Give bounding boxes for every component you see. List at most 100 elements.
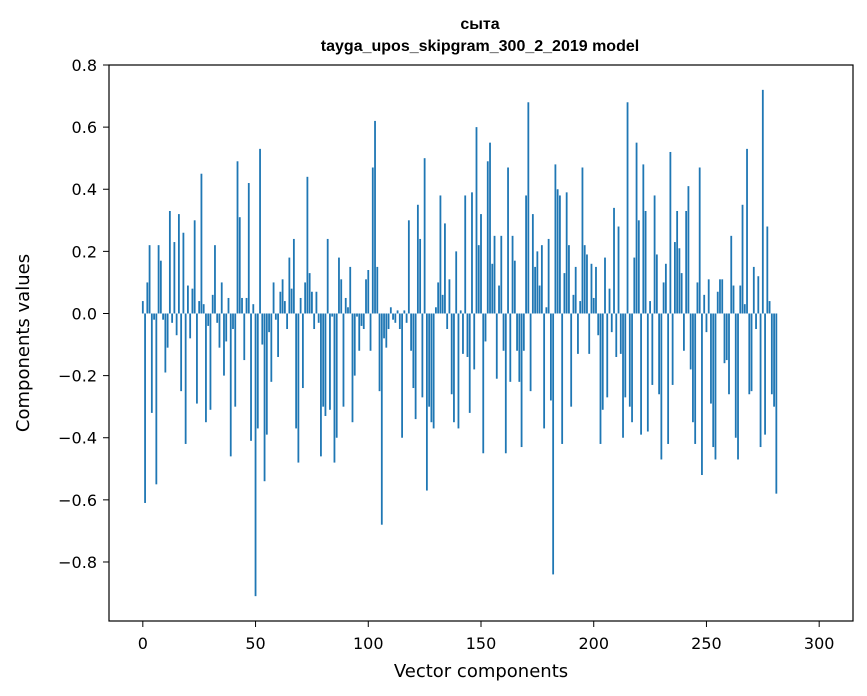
bar-196: [583, 245, 586, 314]
bar-109: [387, 313, 390, 330]
bar-153: [486, 161, 489, 314]
bar-52: [259, 148, 261, 314]
bar-56: [268, 313, 270, 333]
bar-39: [229, 313, 232, 457]
bar-36: [223, 313, 225, 376]
bar-37: [225, 313, 228, 342]
bar-92: [349, 266, 352, 314]
bar-118: [407, 220, 410, 314]
bar-115: [401, 313, 403, 438]
bar-119: [410, 313, 413, 351]
bar-177: [540, 245, 543, 314]
x-tick-label: 0: [138, 634, 148, 653]
x-tick-label: 200: [578, 634, 609, 653]
bar-280: [773, 313, 775, 407]
bar-156: [493, 235, 496, 314]
bar-16: [177, 214, 180, 314]
bar-124: [421, 313, 424, 398]
bar-185: [559, 195, 561, 314]
bar-203: [599, 313, 602, 444]
bar-157: [495, 313, 498, 379]
y-tick-label: 0.4: [72, 180, 97, 199]
bar-60: [277, 313, 279, 357]
bar-135: [446, 313, 449, 330]
x-tick-label: 300: [804, 634, 835, 653]
y-tick-label: 0.6: [72, 118, 97, 137]
bar-216: [628, 313, 631, 407]
bar-171: [527, 102, 530, 314]
y-tick-label: −0.6: [58, 491, 97, 510]
bar-87: [338, 257, 340, 314]
bar-78: [317, 313, 320, 323]
bar-258: [723, 313, 726, 364]
bar-236: [673, 242, 676, 314]
bar-134: [444, 223, 446, 314]
bar-167: [518, 313, 521, 382]
bar-161: [504, 313, 507, 454]
bar-131: [437, 282, 440, 314]
bar-58: [272, 282, 275, 314]
bar-144: [466, 313, 469, 357]
bar-205: [604, 257, 606, 314]
bar-132: [439, 195, 442, 314]
bar-151: [482, 313, 485, 454]
bar-272: [755, 313, 757, 330]
bar-104: [376, 266, 379, 314]
bar-166: [516, 313, 518, 351]
bar-33: [216, 313, 219, 323]
bar-81: [324, 313, 327, 416]
bar-231: [662, 282, 665, 314]
bar-194: [579, 301, 582, 314]
bar-278: [768, 301, 771, 314]
bar-180: [547, 238, 550, 314]
bar-127: [428, 313, 431, 407]
bar-237: [676, 210, 679, 314]
bar-117: [405, 313, 408, 323]
bar-184: [556, 189, 559, 314]
bar-21: [189, 313, 192, 339]
x-tick-label: 150: [466, 634, 497, 653]
bar-248: [701, 313, 703, 476]
bar-94: [353, 313, 356, 376]
bar-240: [683, 313, 685, 351]
bar-11: [166, 313, 169, 348]
bar-133: [441, 294, 444, 314]
bar-6: [155, 313, 158, 485]
bar-130: [435, 307, 437, 314]
bar-247: [698, 167, 701, 314]
bar-83: [329, 313, 331, 410]
bar-168: [520, 313, 523, 448]
bar-116: [403, 310, 406, 314]
y-tick-label: 0.8: [72, 56, 97, 75]
bar-54: [263, 313, 266, 482]
bar-100: [367, 270, 370, 314]
bar-176: [538, 285, 541, 314]
bar-72: [304, 282, 307, 314]
bar-255: [716, 291, 719, 314]
y-tick-label: 0.0: [72, 304, 97, 323]
bar-68: [295, 313, 298, 429]
bar-233: [667, 313, 670, 444]
bar-48: [250, 313, 252, 441]
bar-163: [509, 313, 512, 382]
bar-188: [565, 192, 568, 314]
bar-217: [631, 313, 633, 423]
bar-89: [342, 313, 345, 407]
bar-84: [331, 313, 334, 317]
bar-121: [414, 313, 417, 420]
bar-46: [245, 297, 248, 314]
bar-126: [425, 313, 428, 491]
bar-85: [333, 313, 336, 463]
bar-230: [660, 313, 663, 460]
bar-23: [193, 220, 196, 314]
bar-179: [545, 307, 548, 314]
bar-172: [529, 313, 532, 392]
bar-208: [610, 313, 613, 333]
y-tick-label: −0.4: [58, 429, 97, 448]
bar-125: [423, 158, 426, 314]
bar-71: [301, 313, 304, 389]
bar-191: [572, 294, 575, 314]
bar-42: [236, 161, 239, 314]
bar-107: [383, 313, 385, 339]
bar-17: [180, 313, 183, 392]
